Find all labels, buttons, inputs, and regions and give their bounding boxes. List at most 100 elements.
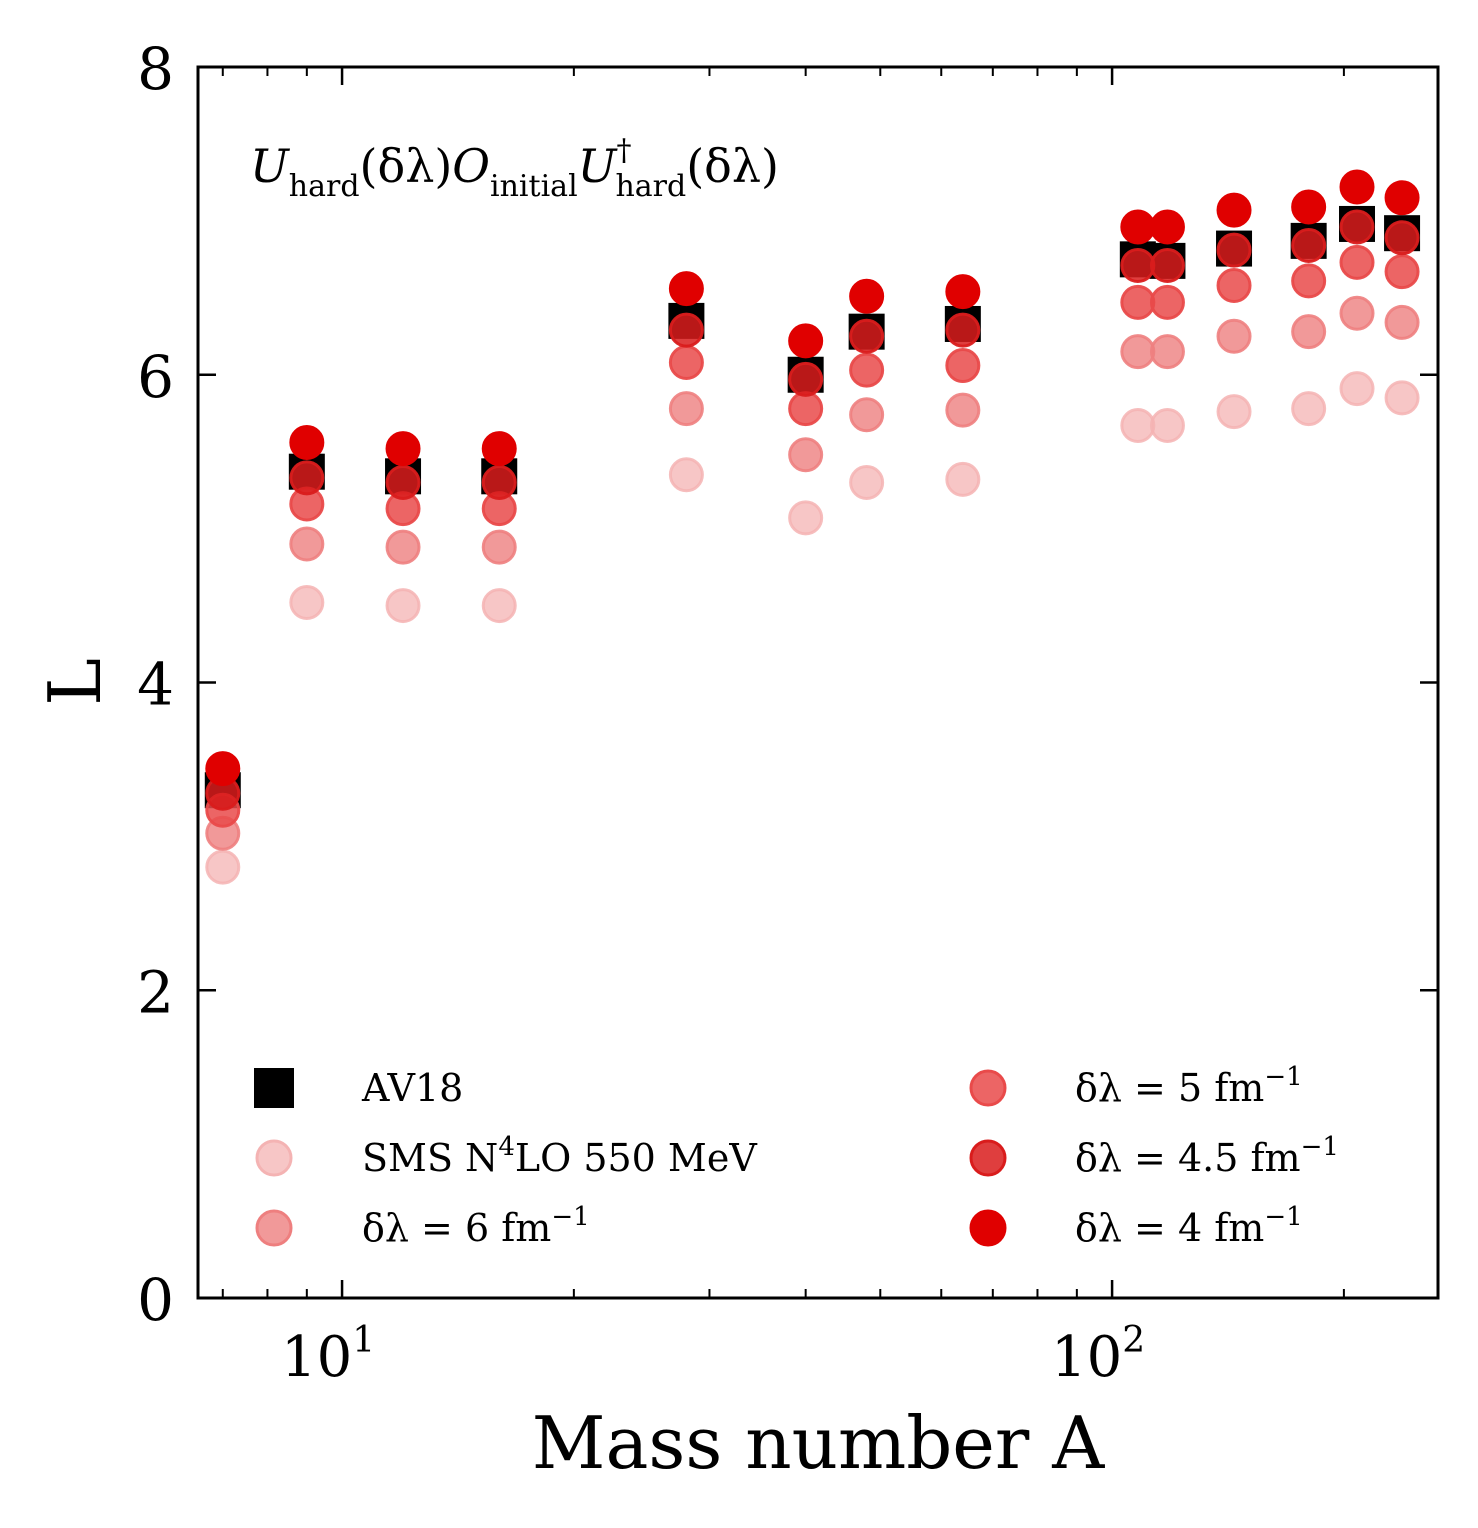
data-point-circle <box>945 274 981 310</box>
legend-label: δλ = 6 fm−1 <box>362 1202 590 1250</box>
data-point-circle <box>788 437 824 473</box>
data-point-circle <box>1291 263 1327 299</box>
data-point-circle <box>1384 180 1420 216</box>
legend-label: SMS N4LO 550 MeV <box>362 1132 757 1180</box>
data-point-circle <box>1149 209 1185 245</box>
data-point-circle <box>849 318 885 354</box>
legend-marker <box>255 1209 293 1247</box>
data-point-circle <box>1216 232 1252 268</box>
data-point-circle <box>668 344 704 380</box>
x-tick-labels: 101 102 <box>281 1320 1145 1390</box>
data-point-circle <box>1384 220 1420 256</box>
y-tick-label: 6 <box>137 343 174 411</box>
data-point-circle <box>1339 244 1375 280</box>
data-point-circle <box>1339 371 1375 407</box>
data-point-circle <box>1384 254 1420 290</box>
points-layer <box>204 169 1421 885</box>
data-point-circle <box>1339 295 1375 331</box>
legend-marker <box>969 1139 1007 1177</box>
data-point-circle <box>385 588 421 624</box>
data-point-circle <box>1120 408 1156 444</box>
x-axis-label: Mass number A <box>532 1401 1105 1485</box>
legend-label: δλ = 4.5 fm−1 <box>1075 1132 1339 1180</box>
data-point-circle <box>289 526 325 562</box>
x-tick-label: 101 <box>281 1320 375 1390</box>
data-point-circle <box>1291 189 1327 225</box>
legend-label: AV18 <box>361 1066 463 1110</box>
y-tick-labels: 0 2 4 6 8 <box>137 35 174 1334</box>
data-point-circle <box>1216 192 1252 228</box>
legend-marker <box>969 1209 1007 1247</box>
y-tick-label: 0 <box>137 1266 174 1334</box>
legend-item: δλ = 4.5 fm−1 <box>969 1132 1339 1180</box>
data-point-circle <box>849 397 885 433</box>
data-point-circle <box>849 278 885 314</box>
data-point-circle <box>1120 247 1156 283</box>
data-point-circle <box>1120 334 1156 370</box>
legend-item: AV18 <box>254 1066 463 1110</box>
legend-item: δλ = 4 fm−1 <box>969 1202 1303 1250</box>
data-point-circle <box>788 323 824 359</box>
data-point-circle <box>1149 284 1185 320</box>
data-point-circle <box>289 424 325 460</box>
data-point-circle <box>1339 209 1375 245</box>
data-point-circle <box>1149 247 1185 283</box>
data-point-circle <box>385 464 421 500</box>
operator-annotation: Uhard(δλ)OinitialU† hard(δλ) <box>250 133 779 204</box>
data-point-circle <box>1384 380 1420 416</box>
legend-label: δλ = 5 fm−1 <box>1075 1062 1303 1110</box>
series-2 <box>205 295 1420 851</box>
data-point-circle <box>1291 227 1327 263</box>
data-point-circle <box>481 431 517 467</box>
legend-item: δλ = 6 fm−1 <box>255 1202 590 1250</box>
legend-marker <box>254 1068 294 1108</box>
y-tick-label: 4 <box>137 651 174 719</box>
y-tick-label: 2 <box>137 958 174 1026</box>
data-point-circle <box>385 529 421 565</box>
data-point-circle <box>289 460 325 496</box>
data-point-circle <box>1120 284 1156 320</box>
data-point-circle <box>788 500 824 536</box>
data-point-circle <box>668 391 704 427</box>
data-point-circle <box>788 391 824 427</box>
x-tick-label: 102 <box>1051 1320 1145 1390</box>
data-point-circle <box>668 312 704 348</box>
data-point-circle <box>849 464 885 500</box>
plot-frame <box>196 65 1440 1300</box>
data-point-circle <box>945 392 981 428</box>
legend-item: SMS N4LO 550 MeV <box>255 1132 757 1180</box>
data-point-circle <box>205 849 241 885</box>
data-point-circle <box>385 431 421 467</box>
series-5 <box>205 169 1420 787</box>
legend-label: δλ = 4 fm−1 <box>1075 1202 1303 1250</box>
data-point-circle <box>481 588 517 624</box>
data-point-circle <box>481 529 517 565</box>
y-axis-label: L <box>33 658 117 706</box>
data-point-circle <box>849 352 885 388</box>
y-tick-label: 8 <box>137 35 174 103</box>
data-point-circle <box>1339 169 1375 205</box>
data-point-circle <box>668 271 704 307</box>
data-point-circle <box>289 584 325 620</box>
data-point-circle <box>945 312 981 348</box>
data-point-circle <box>1149 408 1185 444</box>
legend-item: δλ = 5 fm−1 <box>969 1062 1303 1110</box>
legend-marker <box>969 1069 1007 1107</box>
data-point-circle <box>205 751 241 787</box>
legend: AV18 SMS N4LO 550 MeV δλ = 6 fm−1 δλ = 5 fm… <box>254 1062 1339 1250</box>
series-1 <box>205 371 1420 885</box>
data-point-circle <box>1216 394 1252 430</box>
data-point-circle <box>1149 334 1185 370</box>
legend-marker <box>255 1139 293 1177</box>
data-point-circle <box>1291 391 1327 427</box>
data-point-circle <box>481 464 517 500</box>
data-point-circle <box>788 361 824 397</box>
data-point-circle <box>1120 209 1156 245</box>
data-point-circle <box>1291 314 1327 350</box>
data-point-circle <box>668 457 704 493</box>
data-point-circle <box>1216 268 1252 304</box>
series-4 <box>205 209 1420 811</box>
ticks-layer <box>198 65 1438 1300</box>
data-point-circle <box>1384 304 1420 340</box>
